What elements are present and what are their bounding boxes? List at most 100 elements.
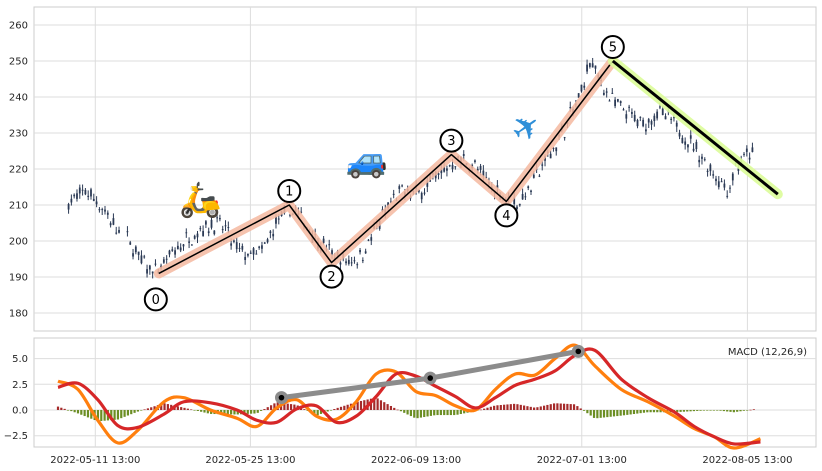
histogram-bar <box>526 406 529 410</box>
candle-body <box>717 181 720 188</box>
histogram-bar <box>599 409 602 418</box>
histogram-bar <box>752 409 755 410</box>
wave-label-circle <box>319 264 344 289</box>
histogram-bar <box>612 409 616 417</box>
candle-body <box>684 141 687 145</box>
candle-body <box>132 253 134 257</box>
histogram-bar <box>483 408 486 410</box>
candle-body <box>611 92 614 94</box>
candle-body <box>392 193 395 195</box>
candle-body <box>238 247 241 249</box>
candle-body <box>670 118 673 120</box>
candle-body <box>622 109 625 111</box>
candle-body <box>109 223 112 226</box>
candle-body <box>255 253 258 255</box>
histogram-bar <box>316 409 319 416</box>
candle-body <box>148 265 151 270</box>
candle-body <box>247 253 249 256</box>
candle-body <box>462 154 465 156</box>
x-tick-label: 2022-05-11 13:00 <box>50 455 140 466</box>
candle-body <box>188 241 190 243</box>
candle-body <box>496 185 499 189</box>
histogram-bar <box>353 402 356 410</box>
candle-body <box>521 193 524 200</box>
histogram-bar <box>140 409 143 411</box>
candle-body <box>628 106 631 108</box>
histogram-bar <box>383 402 386 410</box>
candle-body <box>205 221 207 225</box>
histogram-bar <box>373 397 376 410</box>
histogram-bar <box>96 409 100 422</box>
candle-body <box>350 262 353 264</box>
histogram-bar <box>459 409 462 415</box>
candle-body <box>423 192 426 194</box>
histogram-bar <box>269 405 273 410</box>
histogram-bar <box>503 404 506 410</box>
candle-body <box>633 114 636 121</box>
candle-body <box>608 100 611 102</box>
candle-body <box>112 218 115 225</box>
histogram-bar <box>403 409 406 413</box>
signal-line <box>57 347 761 446</box>
histogram-bar <box>263 409 266 410</box>
candle-body <box>104 209 106 212</box>
histogram-bar <box>326 409 329 412</box>
wave-label-circle <box>143 287 168 312</box>
histogram-bar <box>449 409 452 416</box>
candle-body <box>678 132 681 137</box>
candle-body <box>591 63 594 68</box>
histogram-bar <box>433 409 436 416</box>
candle-body <box>619 101 622 104</box>
histogram-bar <box>359 400 363 410</box>
price-y-tick-label: 190 <box>9 273 28 284</box>
candle-body <box>448 165 451 167</box>
histogram-bar <box>153 406 156 410</box>
histogram-bar <box>446 409 449 416</box>
histogram-bar <box>536 407 539 410</box>
histogram-bar <box>652 409 656 413</box>
candle-body <box>577 93 580 98</box>
histogram-bar <box>150 407 153 410</box>
candle-body <box>137 251 140 255</box>
histogram-bar <box>592 409 596 418</box>
candle-body <box>347 259 350 264</box>
candle-body <box>168 250 171 255</box>
histogram-bar <box>706 409 709 411</box>
histogram-bar <box>732 409 735 413</box>
histogram-bar <box>443 409 446 416</box>
candle-body <box>233 240 235 242</box>
candle-body <box>129 242 132 245</box>
scooter-icon: 🛵 <box>179 180 221 220</box>
candle-body <box>118 230 120 233</box>
histogram-bar <box>259 409 263 411</box>
candle-body <box>687 144 689 148</box>
histogram-bar <box>729 409 732 412</box>
histogram-bar <box>513 403 516 410</box>
candle-body <box>359 249 361 253</box>
candle-body <box>695 141 698 150</box>
histogram-bar <box>283 403 286 410</box>
candle-body <box>516 206 518 210</box>
candle-body <box>636 120 639 127</box>
histogram-bar <box>233 409 236 415</box>
histogram-bar <box>582 409 586 411</box>
candle-body <box>92 198 95 201</box>
macd-panel: −2.5 0.0 2.5 5.0 MACD (12,26,9) <box>4 337 817 450</box>
candle-body <box>479 166 482 170</box>
histogram-bar <box>682 409 686 412</box>
histogram-bar <box>416 409 419 419</box>
histogram-bar <box>542 405 546 410</box>
candle-body <box>76 193 78 199</box>
candle-body <box>244 256 247 261</box>
histogram-bar <box>120 409 123 419</box>
histogram-bar <box>659 409 662 413</box>
candle-body <box>241 246 244 250</box>
histogram-bar <box>193 409 196 411</box>
macd-title: MACD (12,26,9) <box>728 347 807 358</box>
histogram-bar <box>113 409 116 420</box>
candle-body <box>605 91 608 93</box>
wave-label-3: 3 <box>439 128 464 153</box>
histogram-bar <box>210 409 213 414</box>
histogram-bar <box>183 407 186 410</box>
